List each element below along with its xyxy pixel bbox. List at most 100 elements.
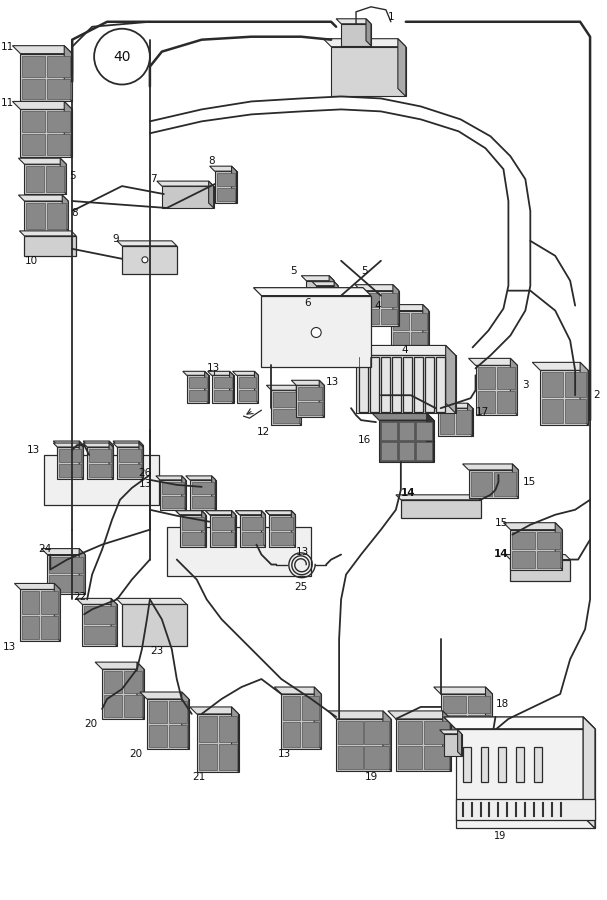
- Polygon shape: [232, 372, 259, 375]
- Bar: [517, 747, 524, 781]
- Text: 13: 13: [207, 364, 220, 374]
- Text: 20: 20: [84, 719, 97, 729]
- Polygon shape: [18, 195, 68, 201]
- Polygon shape: [83, 443, 113, 447]
- Bar: [22, 616, 39, 639]
- Text: 18: 18: [495, 699, 509, 709]
- Bar: [537, 532, 560, 549]
- Bar: [192, 496, 214, 508]
- Bar: [364, 721, 389, 743]
- Bar: [414, 357, 422, 412]
- Polygon shape: [319, 381, 324, 417]
- Polygon shape: [240, 515, 265, 546]
- Text: 19: 19: [364, 771, 378, 782]
- Polygon shape: [157, 181, 214, 186]
- Polygon shape: [388, 711, 450, 719]
- Polygon shape: [116, 598, 187, 605]
- Polygon shape: [469, 470, 518, 498]
- Polygon shape: [160, 480, 186, 509]
- Polygon shape: [427, 413, 434, 462]
- Bar: [181, 532, 204, 544]
- Bar: [401, 500, 481, 518]
- Polygon shape: [190, 706, 239, 714]
- Bar: [338, 746, 362, 769]
- Polygon shape: [231, 510, 236, 546]
- Bar: [89, 464, 111, 477]
- Polygon shape: [265, 510, 295, 515]
- Bar: [498, 392, 515, 413]
- Polygon shape: [231, 706, 239, 771]
- Polygon shape: [262, 510, 265, 546]
- Bar: [169, 724, 187, 747]
- Polygon shape: [291, 381, 324, 385]
- Bar: [49, 575, 83, 592]
- Polygon shape: [18, 158, 66, 164]
- Bar: [162, 482, 184, 494]
- Bar: [478, 392, 495, 413]
- Bar: [381, 292, 397, 307]
- Text: 15: 15: [495, 518, 509, 527]
- Bar: [370, 357, 379, 412]
- Polygon shape: [510, 530, 562, 570]
- Bar: [124, 671, 142, 693]
- Bar: [411, 332, 427, 350]
- Polygon shape: [469, 358, 517, 365]
- Polygon shape: [458, 730, 461, 756]
- Bar: [443, 696, 466, 713]
- Bar: [189, 391, 206, 401]
- Polygon shape: [555, 523, 562, 570]
- Polygon shape: [291, 510, 295, 546]
- Bar: [470, 472, 492, 496]
- Polygon shape: [336, 719, 391, 770]
- Bar: [192, 482, 214, 494]
- Bar: [381, 442, 396, 460]
- Bar: [24, 236, 76, 256]
- Polygon shape: [209, 181, 214, 208]
- Polygon shape: [314, 687, 321, 749]
- Text: 13: 13: [3, 643, 16, 652]
- Polygon shape: [197, 714, 239, 771]
- Polygon shape: [140, 692, 189, 699]
- Polygon shape: [47, 554, 85, 594]
- Bar: [398, 721, 422, 743]
- Polygon shape: [53, 443, 83, 447]
- Bar: [44, 455, 159, 505]
- Polygon shape: [240, 515, 265, 546]
- Polygon shape: [372, 413, 434, 420]
- Polygon shape: [444, 717, 595, 729]
- Bar: [89, 449, 111, 462]
- Bar: [189, 377, 206, 388]
- Bar: [424, 721, 449, 743]
- Bar: [47, 134, 70, 155]
- Polygon shape: [262, 510, 265, 546]
- Bar: [239, 377, 256, 388]
- Bar: [302, 696, 319, 720]
- Bar: [181, 517, 204, 530]
- Bar: [59, 462, 81, 475]
- Polygon shape: [270, 515, 295, 546]
- Bar: [436, 376, 452, 393]
- Bar: [262, 295, 371, 367]
- Bar: [242, 517, 263, 530]
- Polygon shape: [336, 19, 371, 23]
- Polygon shape: [24, 201, 68, 231]
- Polygon shape: [506, 554, 570, 560]
- Bar: [298, 402, 322, 415]
- Polygon shape: [416, 356, 453, 395]
- Bar: [393, 312, 409, 330]
- Polygon shape: [212, 476, 215, 509]
- Polygon shape: [341, 23, 371, 46]
- Polygon shape: [13, 102, 72, 110]
- Bar: [22, 78, 46, 99]
- Polygon shape: [446, 346, 456, 413]
- Text: 40: 40: [114, 50, 131, 64]
- Polygon shape: [438, 409, 473, 436]
- Text: 26: 26: [138, 468, 152, 478]
- Text: 22: 22: [73, 592, 87, 602]
- Polygon shape: [231, 166, 237, 203]
- Polygon shape: [441, 694, 492, 733]
- Bar: [41, 591, 58, 615]
- Polygon shape: [385, 304, 429, 310]
- Text: 1: 1: [388, 12, 394, 22]
- Bar: [512, 551, 535, 568]
